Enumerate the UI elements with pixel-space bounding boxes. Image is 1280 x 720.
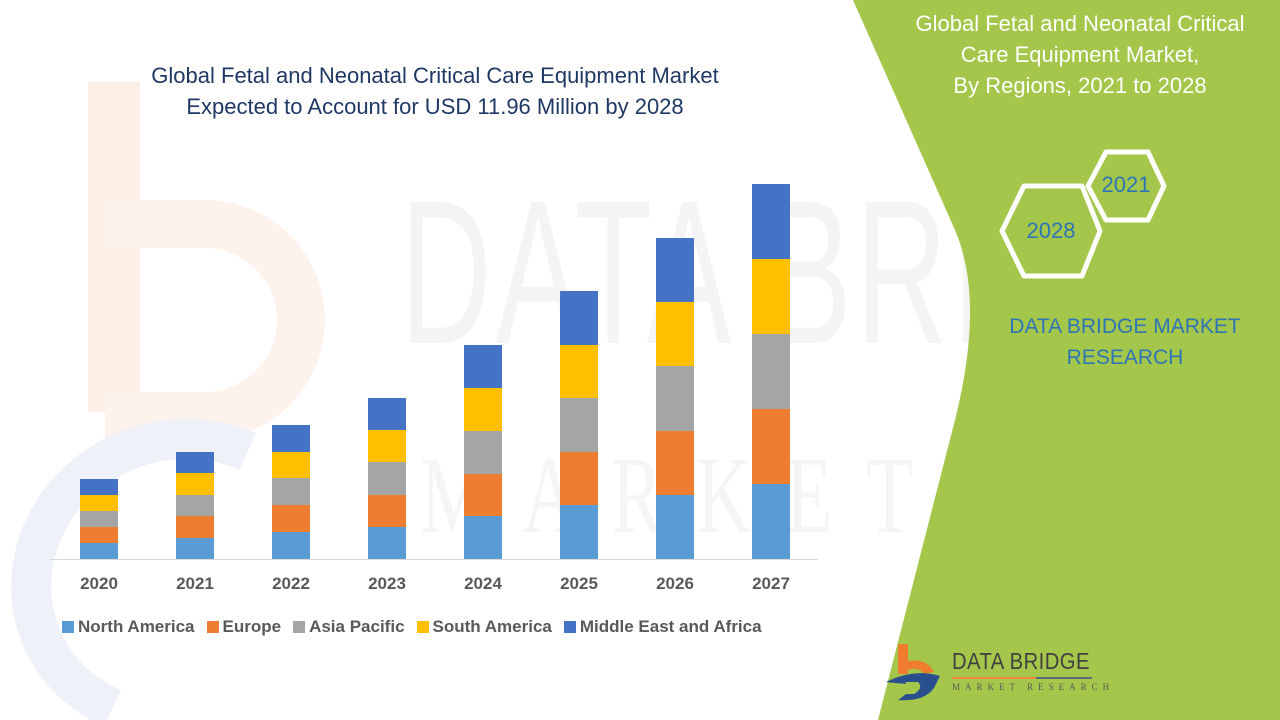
bar-segment-asia-pacific [368,462,406,495]
logo-divider [952,677,1092,679]
x-axis-label: 2020 [80,574,118,593]
legend-label: South America [432,617,552,636]
chart-title: Global Fetal and Neonatal Critical Care … [60,60,810,122]
legend-label: Asia Pacific [309,617,405,636]
bar-2023 [368,397,406,559]
legend-item-asia-pacific: Asia Pacific [293,617,405,637]
bar-segment-middle-east-and-africa [464,345,502,388]
legend-item-north-america: North America [62,617,195,637]
x-axis-label: 2023 [368,574,406,593]
bar-2025 [560,291,598,559]
bar-segment-middle-east-and-africa [272,424,310,452]
bar-segment-north-america [656,494,694,559]
x-axis-label: 2021 [176,574,214,593]
brand-line-1: DATA BRIDGE MARKET [1009,315,1241,338]
stacked-bar-plot-area [50,150,818,560]
bar-segment-europe [176,516,214,538]
bar-segment-europe [656,430,694,495]
bar-segment-middle-east-and-africa [368,397,406,430]
legend-label: Middle East and Africa [579,617,762,636]
legend-item-europe: Europe [206,617,282,637]
legend-label: Europe [222,617,282,636]
x-axis-line [50,559,818,560]
x-axis-label: 2026 [656,574,694,593]
bar-segment-south-america [656,302,694,367]
bar-segment-middle-east-and-africa [752,184,790,259]
data-bridge-logo-icon [886,644,940,701]
bar-segment-europe [272,505,310,533]
legend-label: North America [78,617,195,636]
bar-segment-asia-pacific [464,430,502,474]
bar-segment-middle-east-and-africa [176,451,214,474]
bar-segment-north-america [464,516,502,559]
bar-segment-asia-pacific [560,398,598,452]
brand-name-text: DATA BRIDGE MARKET RESEARCH [985,311,1265,373]
chart-title-line-1: Global Fetal and Neonatal Critical Care … [151,63,719,88]
hexagon-2028-label: 2028 [1026,218,1076,243]
bar-segment-north-america [272,532,310,559]
bar-2022 [272,424,310,559]
logo-name: DATA BRIDGE [952,648,1090,674]
bar-2024 [464,345,502,559]
legend-item-south-america: South America [416,617,552,637]
hexagon-2028: 2028 [1002,218,1100,248]
bar-segment-europe [560,451,598,506]
hexagon-2021: 2021 [1088,172,1164,202]
bar-segment-north-america [176,537,214,559]
data-bridge-logo: DATA BRIDGE MARKET RESEARCH [884,640,1114,710]
bar-segment-north-america [80,542,118,559]
bar-segment-asia-pacific [752,334,790,409]
bar-segment-south-america [272,451,310,479]
x-axis-label: 2027 [752,574,790,593]
side-panel-title-line-2: Care Equipment Market, [960,42,1200,67]
brand-line-2: RESEARCH [1066,346,1184,369]
bar-segment-asia-pacific [272,478,310,506]
bar-2027 [752,184,790,559]
bar-segment-south-america [752,259,790,334]
bar-segment-south-america [176,473,214,495]
bar-2026 [656,238,694,559]
bar-segment-asia-pacific [176,494,214,517]
chart-legend: North America Europe Asia Pacific South Ame… [62,617,762,637]
bar-segment-europe [368,494,406,527]
side-panel-title-line-3: By Regions, 2021 to 2028 [953,73,1207,98]
logo-tagline: MARKET RESEARCH [952,682,1115,692]
bar-segment-asia-pacific [656,366,694,431]
bar-segment-south-america [80,494,118,511]
x-axis-labels: 2020 2021 2022 2023 2024 2025 2026 2027 [50,574,818,598]
chart-title-line-2: Expected to Account for USD 11.96 Millio… [186,94,684,119]
legend-item-middle-east-and-africa: Middle East and Africa [563,617,762,637]
x-axis-label: 2025 [560,574,598,593]
bar-segment-europe [80,526,118,543]
legend-swatch-icon [293,621,306,633]
bar-segment-south-america [368,430,406,463]
bar-segment-asia-pacific [80,510,118,527]
side-panel-title: Global Fetal and Neonatal Critical Care … [880,8,1280,101]
bar-segment-middle-east-and-africa [560,291,598,345]
legend-swatch-icon [206,621,219,633]
bar-segment-north-america [368,526,406,559]
bar-segment-south-america [560,344,598,399]
bar-segment-europe [752,409,790,484]
bar-segment-middle-east-and-africa [80,478,118,495]
side-panel-title-line-1: Global Fetal and Neonatal Critical [915,11,1245,36]
legend-swatch-icon [563,621,576,633]
legend-swatch-icon [416,621,429,633]
x-axis-label: 2022 [272,574,310,593]
bar-segment-south-america [464,388,502,431]
bar-segment-north-america [560,505,598,559]
bar-segment-north-america [752,484,790,559]
x-axis-label: 2024 [464,574,502,593]
hexagon-2021-label: 2021 [1101,172,1151,197]
bar-2021 [176,451,214,559]
bar-2020 [80,478,118,559]
legend-swatch-icon [62,621,74,633]
bar-segment-middle-east-and-africa [656,238,694,303]
bar-segment-europe [464,473,502,517]
